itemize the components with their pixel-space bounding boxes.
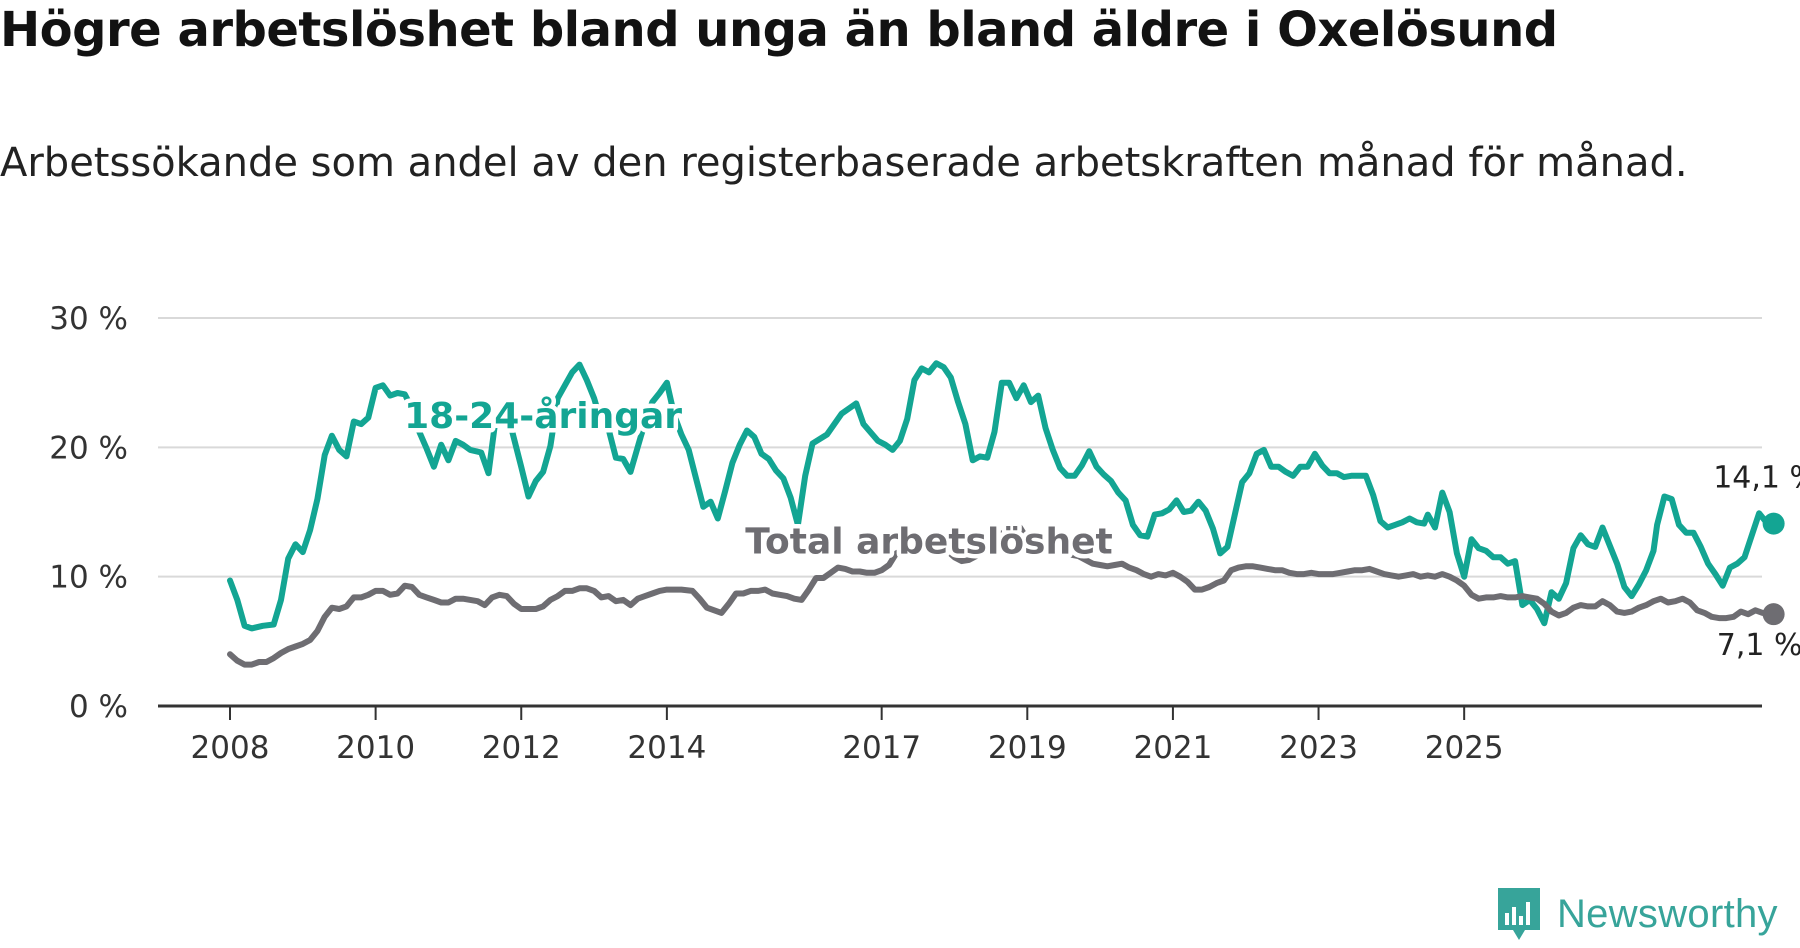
brand-name: Newsworthy (1557, 891, 1778, 936)
end-point-youth (1762, 512, 1785, 535)
x-tick-label: 2008 (191, 730, 270, 766)
newsworthy-logo: Newsworthy (1495, 885, 1778, 943)
chart-subtitle: Arbetssökande som andel av den registerb… (0, 140, 1688, 186)
series-label-total: Total arbetslöshet (745, 521, 1113, 562)
x-tick-label: 2023 (1279, 730, 1358, 766)
newsworthy-logo-icon (1498, 888, 1540, 940)
end-point-total (1762, 603, 1785, 626)
series-label-youth: 18-24-åringar (404, 396, 682, 437)
y-tick-label: 20 % (49, 430, 128, 466)
x-tick-label: 2025 (1425, 730, 1504, 766)
end-value-label-youth: 14,1 % (1713, 461, 1800, 496)
x-tick-label: 2010 (336, 730, 415, 766)
x-tick-label: 2012 (482, 730, 561, 766)
series-line-total (227, 524, 1777, 668)
chart-title: Högre arbetslöshet bland unga än bland ä… (0, 2, 1558, 58)
x-tick-label: 2017 (842, 730, 921, 766)
series-line-youth (227, 360, 1777, 632)
y-tick-label: 30 % (49, 301, 128, 337)
y-tick-label: 0 % (69, 689, 128, 725)
x-tick-label: 2019 (988, 730, 1067, 766)
end-value-label-total: 7,1 % (1717, 628, 1800, 663)
x-tick-label: 2014 (627, 730, 706, 766)
y-tick-label: 10 % (49, 560, 128, 596)
x-tick-label: 2021 (1133, 730, 1212, 766)
